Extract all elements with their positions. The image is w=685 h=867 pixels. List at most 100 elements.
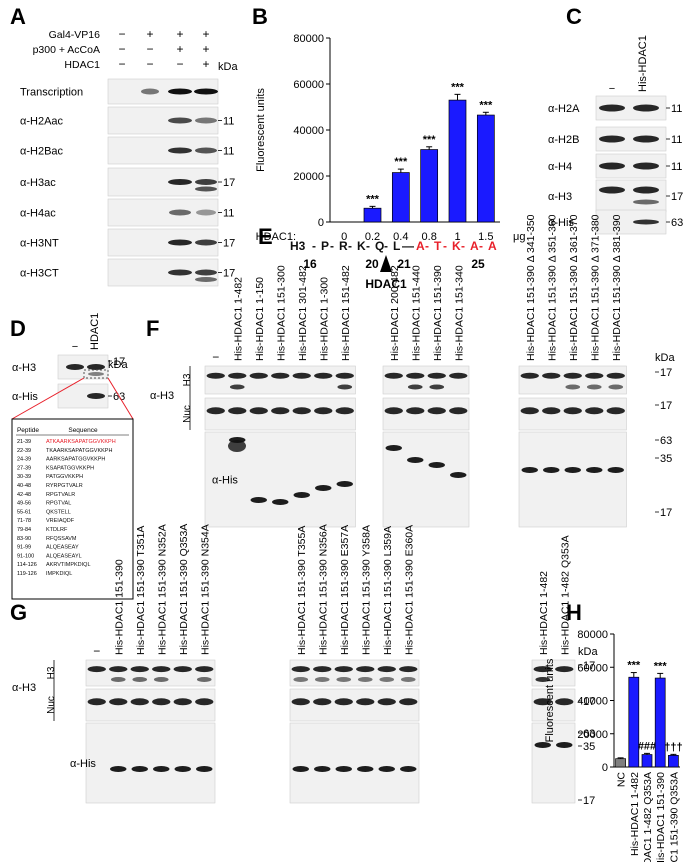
panel-label-c: C — [566, 4, 582, 29]
blot-band — [195, 147, 217, 154]
peptide-sequence: AARKSAPATGGVKKPH — [46, 457, 105, 463]
blot-band — [384, 407, 403, 415]
blot-row-label: α-H3 — [12, 362, 36, 374]
condition-label: Gal4-VP16 — [49, 29, 101, 41]
blot-band — [406, 372, 425, 379]
blot-band — [132, 677, 148, 682]
blot-band — [314, 407, 333, 415]
blot-band — [314, 766, 331, 772]
peptide-range: 42-48 — [17, 492, 31, 498]
panel-label-h: H — [566, 600, 582, 625]
panel-label-d: D — [10, 316, 26, 341]
bar — [654, 677, 666, 768]
residue: A — [416, 239, 425, 253]
marker-label: 17 — [583, 795, 595, 807]
blot-box — [382, 365, 470, 395]
panel-label-a: A — [10, 4, 26, 29]
residue: A — [488, 239, 497, 253]
blot-band — [228, 372, 247, 379]
significance-label: *** — [366, 193, 380, 205]
peptide-range: 71-78 — [17, 518, 31, 524]
peptide-sequence: IMPKDIQL — [46, 571, 72, 577]
blot-band — [109, 698, 128, 706]
blot-band — [291, 698, 310, 706]
peptide-bond-dash: - — [479, 239, 483, 253]
blot-band — [357, 766, 374, 772]
blot-band — [228, 440, 246, 452]
blot-box — [204, 365, 356, 395]
blot-band — [407, 457, 424, 463]
blot-band — [556, 742, 573, 748]
panel-h-chart: 0 20000 40000 60000 80000 Fluorescent units NC… — [544, 629, 683, 867]
blot-band — [585, 407, 604, 415]
bar — [391, 172, 410, 223]
blot-band — [131, 766, 148, 772]
peptide-sequence: TKAARKSAPATGGVKKPH — [46, 448, 112, 454]
blot-band — [633, 219, 659, 225]
blot-band — [633, 199, 659, 205]
blot-band — [293, 677, 309, 682]
blot-band — [152, 698, 171, 706]
blot-band — [110, 677, 126, 682]
peptide-bond-dash: — — [402, 239, 414, 253]
blot-band — [599, 135, 625, 143]
blot-band — [555, 698, 574, 706]
blot-band — [87, 666, 106, 673]
significance-label: *** — [627, 660, 641, 672]
blot-band — [335, 407, 354, 415]
panel-label-b: B — [252, 4, 268, 29]
blot-box — [289, 659, 420, 687]
x-tick-label: 0.4 — [393, 231, 408, 243]
blot-band — [377, 666, 396, 673]
blot-band — [293, 492, 310, 498]
bar — [448, 99, 467, 223]
blot-band — [168, 147, 192, 154]
blot-band — [313, 666, 332, 673]
blot-band — [606, 372, 625, 379]
peptide-range: 27-39 — [17, 465, 31, 471]
blot-band — [130, 666, 149, 673]
table-header: Sequence — [68, 427, 98, 434]
y-axis-label: Fluorescent units — [255, 88, 267, 172]
lane-label: His-HDAC1 151-390 N354A — [199, 524, 211, 655]
blot-row-label: α-H4ac — [20, 208, 56, 220]
peptide-sequence: ALQEASEAYL — [46, 553, 82, 559]
blot-box — [289, 722, 420, 804]
blot-band — [535, 677, 551, 682]
residue: K — [452, 239, 461, 253]
blot-band — [563, 407, 582, 415]
blot-band — [449, 407, 468, 415]
y-tick-label: 0 — [602, 762, 608, 774]
significance-label: *** — [479, 99, 493, 111]
blot-row-label: α-H4 — [548, 161, 572, 173]
blot-band — [563, 372, 582, 379]
blot-band — [291, 666, 310, 673]
sub-row-label: H3 — [182, 373, 193, 386]
lane-label: His-HDAC1 151-340 — [453, 265, 465, 361]
marker-label: 17 — [660, 400, 672, 412]
x-tick-label: NC — [616, 772, 628, 788]
x-tick-label: 0 — [341, 231, 347, 243]
lane-label: His-HDAC1 151-390 E360A — [403, 525, 415, 655]
kda-label: kDa — [108, 359, 128, 371]
peptide-range: 55-61 — [17, 509, 31, 515]
peptide-range: 21-39 — [17, 439, 31, 445]
blot-band — [449, 372, 468, 379]
blot-band — [520, 372, 539, 379]
blot-band — [196, 677, 212, 682]
blot-band — [87, 393, 105, 399]
blot-band — [168, 117, 192, 124]
blot-band — [292, 372, 311, 379]
peptide-sequence: PATGGVKKPH — [46, 474, 83, 480]
peptide-range: 22-39 — [17, 448, 31, 454]
blot-band — [356, 698, 375, 706]
lane-label: − — [93, 644, 100, 658]
marker-label: 17 — [223, 177, 235, 189]
blot-band — [599, 104, 625, 112]
residue: L — [393, 239, 400, 253]
lane-label: His-HDAC1 151-390 Δ 341-350 — [525, 214, 537, 361]
marker-label: 17 — [223, 268, 235, 280]
peptide-range: 30-39 — [17, 474, 31, 480]
blot-band — [196, 766, 213, 772]
